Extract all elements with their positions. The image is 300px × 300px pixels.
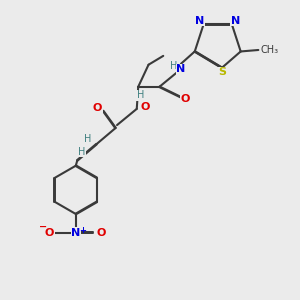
Text: N: N — [231, 16, 240, 26]
Text: +: + — [79, 226, 86, 235]
Text: H: H — [78, 147, 85, 157]
Text: N: N — [71, 227, 80, 238]
Text: H: H — [85, 134, 92, 144]
Text: O: O — [96, 227, 106, 238]
Text: O: O — [45, 227, 54, 238]
Text: O: O — [180, 94, 190, 103]
Text: S: S — [218, 67, 226, 77]
Text: O: O — [140, 102, 150, 112]
Text: N: N — [176, 64, 185, 74]
Text: CH₃: CH₃ — [260, 45, 279, 55]
Text: O: O — [93, 103, 102, 113]
Text: H: H — [170, 61, 178, 71]
Text: N: N — [195, 16, 205, 26]
Text: −: − — [39, 222, 47, 232]
Text: H: H — [137, 90, 144, 100]
